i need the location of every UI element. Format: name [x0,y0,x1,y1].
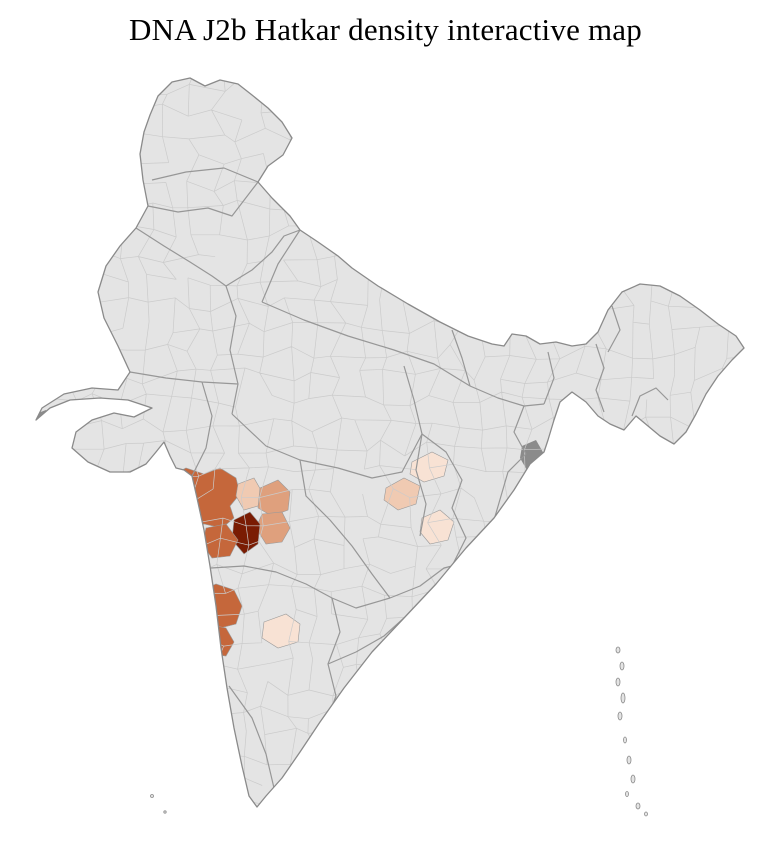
island-9 [635,802,641,810]
dark-patch-0[interactable] [30,410,52,432]
island-0 [615,646,621,654]
state-boundaries [129,167,669,802]
island-10 [644,811,648,817]
island-1 [619,661,625,671]
island-12 [163,810,167,814]
region-north-karnataka-light-west[interactable] [179,603,207,665]
island-3 [620,692,626,704]
island-6 [626,755,632,765]
region-odisha-pale[interactable] [419,509,455,545]
india-landmass [36,78,744,807]
region-west-maharashtra-core[interactable] [161,467,241,531]
region-east-central-light[interactable] [383,477,421,511]
island-7 [630,774,636,784]
india-outline [35,77,745,808]
island-2 [615,677,621,687]
region-west-maharashtra-outer[interactable] [149,471,179,509]
region-central-maharashtra-medium-north[interactable] [257,479,291,517]
island-5 [623,736,627,744]
island-8 [625,791,629,797]
island-11 [150,794,154,798]
island-4 [617,711,623,721]
page-title: DNA J2b Hatkar density interactive map [129,12,642,47]
